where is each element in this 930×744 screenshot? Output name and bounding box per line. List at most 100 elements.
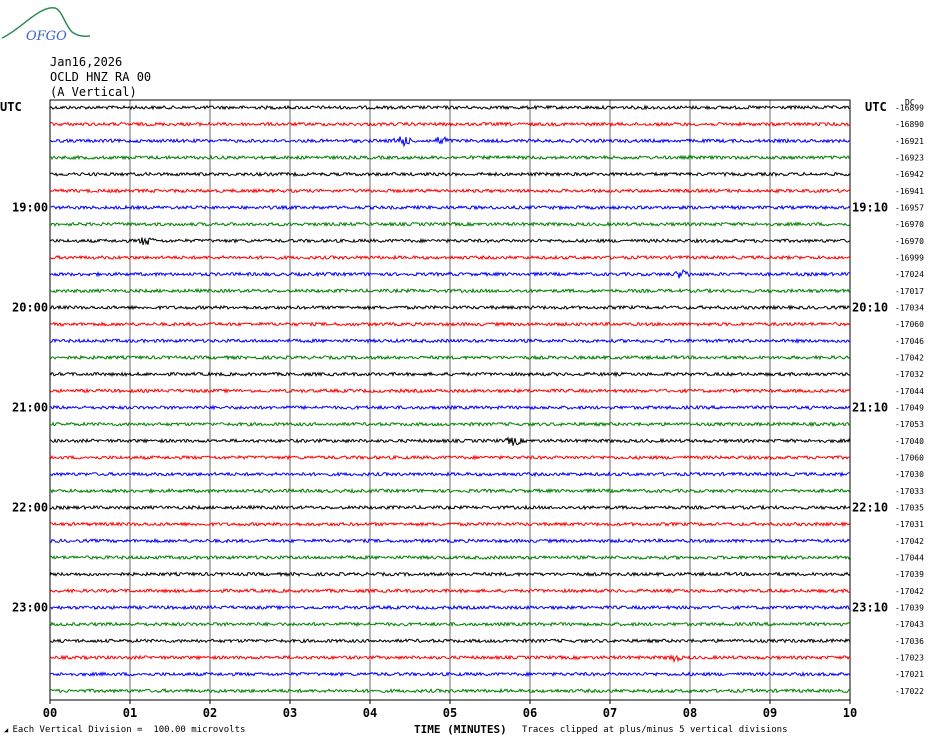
utc-left-label: UTC	[0, 100, 22, 114]
dc-offset-label: -17039	[895, 604, 924, 613]
trace-row-20	[49, 421, 851, 428]
time-labels: 19:00 20:00 21:00 22:00 23:00 19:10 20:10 21:10…	[12, 201, 888, 615]
dc-offset-label: -16941	[895, 187, 924, 196]
left-time-label: 23:00	[12, 601, 48, 615]
right-time-label: 20:10	[852, 301, 888, 315]
logo-text: OFGO	[26, 29, 67, 44]
dc-offset-label: -16921	[895, 137, 924, 146]
dc-offset-label: -17049	[895, 404, 924, 413]
trace-row-19	[49, 404, 851, 411]
dc-offset-label: -17031	[895, 520, 924, 529]
dc-offset-label: -16923	[895, 154, 924, 163]
x-tick-label: 10	[843, 706, 857, 720]
trace-row-5	[49, 171, 851, 178]
dc-offset-label: -17022	[895, 687, 924, 696]
dc-offset-label: -17060	[895, 454, 924, 463]
scale-note: ◢ Each Vertical Division = 100.00 microv…	[4, 725, 245, 735]
dc-offset-label: -17044	[895, 387, 924, 396]
trace-row-1	[49, 104, 851, 111]
trace-row-14	[49, 321, 851, 328]
right-time-label: 23:10	[852, 601, 888, 615]
dc-header-label: DC	[905, 98, 915, 107]
dc-offset-label: -17040	[895, 437, 924, 446]
trace-row-34	[49, 653, 851, 664]
dc-offset-label: -17023	[895, 654, 924, 663]
dc-offset-label: -17042	[895, 587, 924, 596]
dc-offset-label: -17044	[895, 554, 924, 563]
trace-row-22	[49, 454, 851, 461]
station-label: OCLD HNZ RA 00	[50, 70, 152, 84]
trace-row-11	[49, 269, 851, 279]
x-tick-label: 05	[443, 706, 457, 720]
dc-offset-label: -16890	[895, 120, 924, 129]
dc-offset-label: -17024	[895, 270, 924, 279]
trace-row-9	[49, 237, 850, 246]
dc-offset-label: -17035	[895, 504, 924, 513]
trace-row-24	[49, 487, 851, 494]
trace-row-4	[50, 154, 851, 161]
dc-offset-label: -17039	[895, 570, 924, 579]
x-tick-labels: 00 01 02 03 04 05 06 07 08 09 10	[43, 700, 857, 720]
trace-row-13	[49, 304, 851, 311]
dc-offset-label: -17043	[895, 620, 924, 629]
scale-text: Each Vertical Division = 100.00 microvol…	[12, 725, 246, 735]
date-label: Jan16,2026	[50, 55, 123, 69]
left-time-label: 19:00	[12, 201, 48, 215]
trace-row-17	[49, 371, 851, 378]
clip-note: Traces clipped at plus/minus 5 vertical …	[522, 725, 788, 735]
left-time-label: 22:00	[12, 501, 48, 515]
trace-row-23	[49, 471, 850, 478]
trace-row-18	[49, 387, 851, 394]
trace-row-26	[49, 521, 851, 528]
dc-offset-labels: -16899 -16890 -16921 -16923 -16942 -16941 -169…	[895, 104, 924, 696]
trace-row-30	[49, 587, 851, 595]
ofgo-logo-icon: OFGO	[1, 7, 91, 44]
left-time-label: 20:00	[12, 301, 48, 315]
dc-offset-label: -17042	[895, 354, 924, 363]
trace-group	[49, 104, 851, 694]
trace-row-6	[49, 187, 851, 194]
right-time-label: 19:10	[852, 201, 888, 215]
x-tick-label: 04	[363, 706, 377, 720]
dc-offset-label: -17030	[895, 470, 924, 479]
dc-offset-label: -16899	[895, 104, 924, 113]
x-tick-label: 09	[763, 706, 777, 720]
trace-row-7	[49, 204, 851, 211]
x-tick-label: 06	[523, 706, 537, 720]
dc-offset-label: -17032	[895, 370, 924, 379]
dc-offset-label: -16999	[895, 254, 924, 263]
x-tick-label: 02	[203, 706, 217, 720]
trace-row-33	[49, 637, 851, 644]
trace-row-36	[49, 687, 850, 694]
trace-row-10	[49, 254, 851, 261]
vertical-gridlines	[129, 100, 771, 700]
trace-row-31	[49, 604, 851, 611]
x-axis-label: TIME (MINUTES)	[414, 723, 507, 736]
dc-offset-label: -17034	[895, 304, 924, 313]
dc-offset-label: -17017	[895, 287, 924, 296]
left-time-label: 21:00	[12, 401, 48, 415]
trace-row-3	[49, 136, 851, 148]
dc-offset-label: -17060	[895, 320, 924, 329]
right-time-label: 22:10	[852, 501, 888, 515]
utc-right-label: UTC	[865, 100, 887, 114]
dc-offset-label: -16970	[895, 220, 924, 229]
trace-row-12	[49, 287, 851, 294]
dc-offset-label: -16942	[895, 170, 924, 179]
trace-row-32	[49, 621, 851, 628]
x-tick-label: 01	[123, 706, 137, 720]
x-tick-label: 03	[283, 706, 297, 720]
trace-row-8	[49, 221, 851, 228]
dc-offset-label: -16957	[895, 204, 924, 213]
trace-row-35	[49, 671, 851, 678]
trace-row-29	[49, 571, 851, 578]
trace-row-15	[49, 337, 851, 344]
dc-offset-label: -16970	[895, 237, 924, 246]
trace-row-28	[49, 554, 851, 561]
dc-offset-label: -17036	[895, 637, 924, 646]
dc-offset-label: -17021	[895, 670, 924, 679]
trace-row-21	[49, 436, 851, 446]
x-tick-label: 07	[603, 706, 617, 720]
component-label: (A Vertical)	[50, 85, 137, 99]
